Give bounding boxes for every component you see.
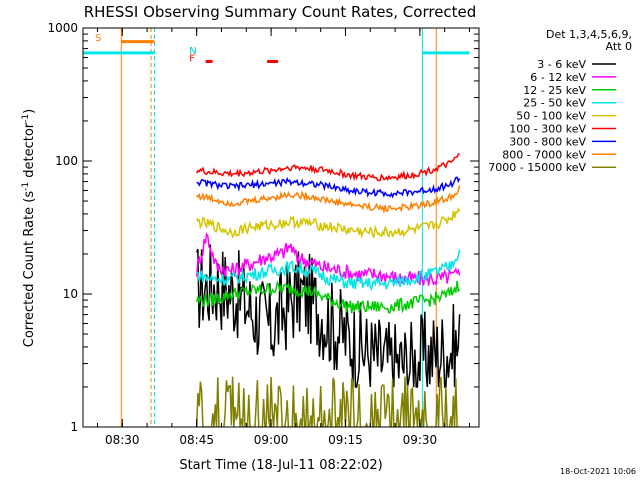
- x-tick-label: 09:15: [328, 433, 363, 447]
- y-axis-label: Corrected Count Rate (s-1 detector-1): [21, 109, 37, 347]
- legend-entry: 3 - 6 keV: [537, 58, 586, 71]
- series-line: [196, 176, 461, 199]
- series-line: [195, 244, 461, 389]
- legend-header: Att 0: [606, 40, 632, 53]
- plot-frame: [82, 27, 480, 428]
- series-line: [196, 249, 461, 292]
- series-line: [195, 376, 460, 427]
- legend-entry: 800 - 7000 keV: [502, 148, 586, 161]
- flag-label: S: [95, 33, 101, 44]
- legend-entry: 300 - 800 keV: [509, 135, 586, 148]
- series-line: [196, 185, 461, 215]
- y-tick-label: 1000: [47, 21, 78, 35]
- footer-timestamp: 18-Oct-2021 10:06: [560, 467, 636, 476]
- legend-entry: 7000 - 15000 keV: [488, 161, 586, 174]
- flag-label: N: [189, 46, 196, 57]
- series-line: [196, 152, 460, 182]
- x-tick-label: 09:30: [403, 433, 438, 447]
- y-tick-label: 100: [55, 154, 78, 168]
- series-line: [196, 206, 461, 239]
- y-tick-label: 10: [63, 287, 78, 301]
- y-tick-label: 1: [70, 420, 78, 434]
- x-tick-label: 08:30: [105, 433, 140, 447]
- legend-entry: 50 - 100 keV: [516, 110, 586, 123]
- series-line: [195, 280, 461, 314]
- legend-entry: 6 - 12 keV: [530, 71, 586, 84]
- legend-entry: 25 - 50 keV: [523, 97, 586, 110]
- legend-entry: 12 - 25 keV: [523, 84, 586, 97]
- legend-entry: 100 - 300 keV: [509, 123, 586, 136]
- x-axis-label: Start Time (18-Jul-11 08:22:02): [179, 458, 382, 473]
- chart-title: RHESSI Observing Summary Count Rates, Co…: [84, 3, 477, 21]
- legend-header: Det 1,3,4,5,6,9,: [546, 28, 632, 41]
- x-tick-label: 09:00: [254, 433, 289, 447]
- flag-label: F: [189, 53, 195, 64]
- series-line: [195, 232, 461, 287]
- x-tick-label: 08:45: [179, 433, 214, 447]
